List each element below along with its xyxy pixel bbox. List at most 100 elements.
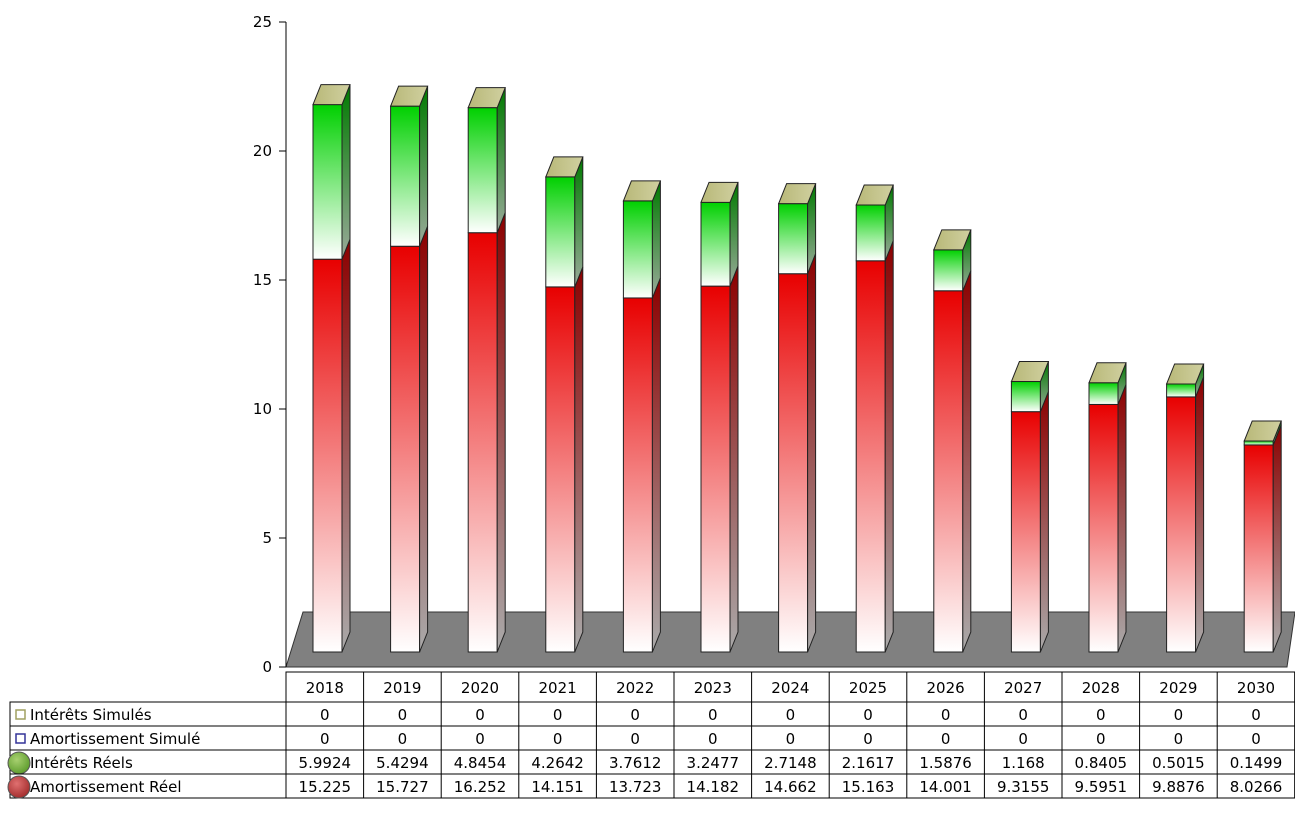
bar-segment-amortissement-reel[interactable] (312, 258, 343, 653)
bar-2028[interactable] (1088, 362, 1127, 653)
bar-2021[interactable] (545, 156, 584, 653)
bar-segment-interets-reels[interactable] (1243, 440, 1274, 446)
bar-segment-interets-reels[interactable] (700, 201, 731, 287)
bar-segment-interets-reels[interactable] (622, 200, 653, 299)
bar-segment-interets-reels[interactable] (312, 104, 343, 260)
table-cell: 0 (941, 730, 951, 748)
legend-label: Amortissement Réel (30, 778, 182, 796)
table-cell: 14.662 (764, 778, 817, 796)
bar-2018[interactable] (312, 84, 351, 653)
table-header-row (285, 671, 1295, 703)
table-cell: 2.1617 (842, 754, 895, 772)
table-cell: 9.3155 (997, 778, 1050, 796)
table-cell: 0 (1018, 706, 1028, 724)
bar-top-cap (389, 85, 429, 107)
bar-segment-amortissement-reel[interactable] (467, 232, 498, 653)
bar-segment-amortissement-reel[interactable] (778, 273, 809, 653)
bar-top-cap (1165, 363, 1205, 385)
bar-2025[interactable] (855, 184, 894, 653)
bar-segment-interets-reels[interactable] (390, 105, 421, 247)
bar-segment-interets-reels[interactable] (855, 204, 886, 262)
bar-segment-amortissement-reel[interactable] (700, 285, 731, 653)
table-cell: 0 (1251, 730, 1261, 748)
table-cell: 0 (708, 706, 718, 724)
bar-2024[interactable] (777, 183, 817, 653)
bar-top-cap (312, 84, 351, 106)
y-tick-label: 15 (253, 271, 272, 289)
bar-side-interets-reels (496, 87, 506, 233)
bar-2022[interactable] (622, 180, 662, 653)
bar-segment-interets-reels[interactable] (933, 249, 964, 292)
table-cell: 1.168 (1002, 754, 1045, 772)
x-category-label: 2027 (1004, 679, 1042, 697)
table-cell: 0 (1096, 706, 1106, 724)
table-cell: 0 (1174, 730, 1184, 748)
legend-marker (15, 709, 26, 720)
table-cell: 2.7148 (764, 754, 817, 772)
bar-2029[interactable] (1165, 363, 1205, 653)
bar-2026[interactable] (933, 229, 972, 653)
x-category-label: 2029 (1159, 679, 1197, 697)
table-cell: 1.5876 (919, 754, 972, 772)
bar-2019[interactable] (389, 85, 429, 653)
bar-segment-interets-reels[interactable] (467, 107, 498, 234)
legend-label: Amortissement Simulé (30, 730, 200, 748)
bar-segment-amortissement-reel[interactable] (933, 290, 964, 653)
bar-side-amortissement-reel (496, 212, 506, 653)
table-cell: 4.8454 (454, 754, 507, 772)
bar-side-amortissement-reel (807, 253, 817, 653)
bar-segment-amortissement-reel[interactable] (1166, 396, 1197, 653)
bar-segment-interets-reels[interactable] (1010, 381, 1041, 413)
x-category-label: 2018 (306, 679, 344, 697)
legend-marker (7, 751, 31, 775)
bar-segment-interets-reels[interactable] (545, 176, 576, 288)
x-category-label: 2024 (771, 679, 809, 697)
bar-side-amortissement-reel (341, 239, 351, 653)
bar-segment-interets-reels[interactable] (1088, 382, 1119, 405)
bar-2027[interactable] (1010, 361, 1050, 653)
table-cell: 14.151 (531, 778, 584, 796)
bar-segment-amortissement-reel[interactable] (545, 286, 576, 653)
bar-segment-amortissement-reel[interactable] (855, 260, 886, 653)
table-cell: 16.252 (454, 778, 507, 796)
bar-side-amortissement-reel (1272, 424, 1282, 653)
bar-segment-interets-reels[interactable] (1166, 383, 1197, 398)
table-cell: 0 (553, 706, 563, 724)
y-tick-label: 10 (253, 400, 272, 418)
table-row: Intérêts Simulés 0 0 0 0 0 0 0 0 0 0 0 0 0 (9, 701, 1295, 727)
bar-segment-amortissement-reel[interactable] (1088, 403, 1119, 653)
bar-segment-amortissement-reel[interactable] (390, 245, 421, 653)
table-row: Amortissement Réel 15.225 15.727 16.252 14.1… (7, 773, 1295, 799)
legend-marker (7, 775, 31, 799)
bar-segment-amortissement-reel[interactable] (1243, 444, 1274, 653)
table-cell: 0 (1174, 706, 1184, 724)
x-category-label: 2030 (1237, 679, 1275, 697)
table-cell: 3.2477 (687, 754, 740, 772)
bar-side-interets-reels (419, 85, 429, 247)
bar-2030[interactable] (1243, 420, 1282, 653)
bar-top-cap (700, 181, 739, 203)
table-cell: 0 (630, 730, 640, 748)
y-tick-label: 25 (253, 13, 272, 31)
bar-segment-interets-reels[interactable] (778, 203, 809, 275)
bar-2023[interactable] (700, 181, 739, 653)
bar-segment-amortissement-reel[interactable] (1010, 411, 1041, 653)
table-cell: 9.8876 (1152, 778, 1205, 796)
y-tick-label: 0 (262, 658, 272, 676)
bar-2020[interactable] (467, 87, 506, 653)
bar-segment-amortissement-reel[interactable] (622, 297, 653, 653)
table-cell: 0 (863, 730, 873, 748)
table-cell: 3.7612 (609, 754, 662, 772)
table-cell: 15.225 (299, 778, 352, 796)
table-cell: 0 (475, 706, 485, 724)
table-cell: 5.4294 (376, 754, 429, 772)
table-cell: 4.2642 (531, 754, 584, 772)
bar-side-interets-reels (341, 84, 351, 260)
table-cell: 5.9924 (299, 754, 352, 772)
table-cell: 0 (941, 706, 951, 724)
table-cell: 15.163 (842, 778, 895, 796)
table-cell: 0 (1096, 730, 1106, 748)
table-cell: 0.1499 (1230, 754, 1283, 772)
bar-top-cap (545, 156, 584, 178)
